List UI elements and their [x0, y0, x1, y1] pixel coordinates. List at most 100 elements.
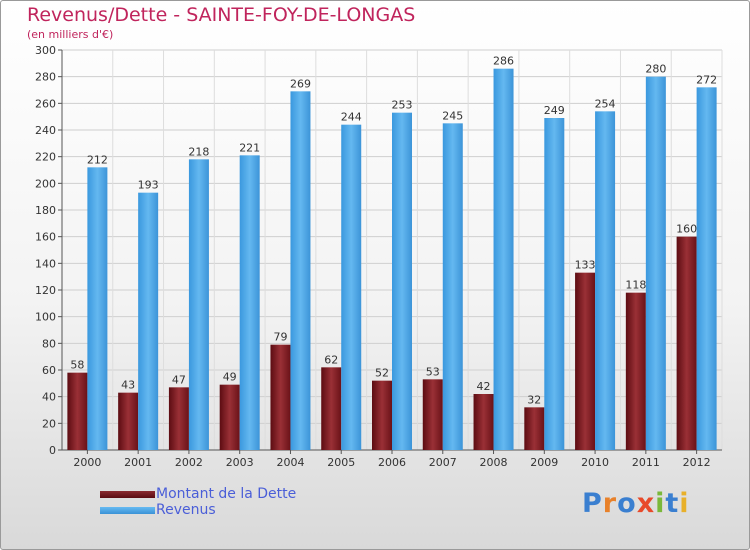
bar-revenus [442, 123, 463, 450]
logo-letter: i [679, 488, 690, 519]
bar-revenus [493, 68, 514, 451]
logo-letter: i [655, 488, 666, 519]
y-tick-label: 220 [35, 151, 56, 164]
bar-dette [625, 292, 646, 450]
bar-dette [575, 272, 596, 450]
bar-dette [422, 379, 443, 450]
bar-revenus [544, 118, 565, 450]
bar-revenus [645, 76, 666, 451]
data-label: 62 [324, 353, 338, 366]
data-label: 53 [426, 365, 440, 378]
data-label: 218 [188, 145, 209, 158]
bar-revenus [138, 192, 159, 450]
logo-letter: P [582, 488, 603, 519]
y-tick-label: 100 [35, 311, 56, 324]
data-label: 280 [645, 63, 666, 76]
legend-label-dette: Montant de la Dette [156, 486, 297, 502]
data-label: 58 [70, 359, 84, 372]
legend-swatch-dette [100, 491, 155, 498]
bar-dette [270, 344, 291, 450]
logo-letter: o [617, 488, 637, 519]
legend-swatch-revenus [100, 507, 155, 514]
bar-dette [524, 407, 545, 450]
bar-revenus [188, 159, 209, 451]
y-tick-label: 160 [35, 231, 56, 244]
x-tick-label: 2002 [175, 456, 203, 469]
x-tick-label: 2010 [581, 456, 609, 469]
x-tick-label: 2000 [73, 456, 101, 469]
data-label: 253 [392, 99, 413, 112]
bar-revenus [290, 91, 311, 450]
x-tick-label: 2011 [632, 456, 660, 469]
x-tick-label: 2001 [124, 456, 152, 469]
data-label: 286 [493, 55, 514, 68]
y-tick-label: 300 [35, 44, 56, 57]
y-tick-label: 0 [49, 444, 56, 457]
logo-letter: x [636, 488, 656, 519]
data-label: 133 [575, 259, 596, 272]
x-tick-label: 2008 [480, 456, 508, 469]
data-label: 269 [290, 77, 311, 90]
proxiti-logo: Proxiti [582, 488, 690, 519]
bar-dette [676, 236, 697, 450]
x-tick-label: 2007 [429, 456, 457, 469]
data-label: 32 [527, 393, 541, 406]
y-tick-label: 180 [35, 204, 56, 217]
data-label: 254 [595, 97, 616, 110]
bar-dette [321, 367, 342, 450]
data-label: 212 [87, 153, 108, 166]
axes: 0 20 40 60 80 100 120 140 160 180 200 220 240 260 280 3… [35, 44, 722, 469]
logo-letter: t [665, 488, 680, 519]
bar-dette [219, 384, 240, 450]
data-label: 245 [442, 109, 463, 122]
data-label: 160 [676, 223, 697, 236]
y-tick-label: 280 [35, 71, 56, 84]
x-tick-label: 2005 [327, 456, 355, 469]
y-tick-label: 80 [42, 337, 56, 350]
bar-dette [473, 394, 494, 450]
chart-title: Revenus/Dette - SAINTE-FOY-DE-LONGAS [27, 4, 416, 26]
bar-dette [168, 387, 189, 450]
y-tick-label: 200 [35, 177, 56, 190]
data-label: 249 [544, 104, 565, 117]
bar-revenus [696, 87, 717, 450]
logo-letter: r [602, 488, 618, 519]
data-label: 244 [341, 111, 362, 124]
y-tick-label: 240 [35, 124, 56, 137]
data-label: 43 [121, 379, 135, 392]
data-label: 118 [625, 279, 646, 292]
bar-revenus [595, 111, 616, 450]
bar-revenus [239, 155, 260, 451]
bar-dette [118, 392, 139, 450]
x-tick-label: 2009 [530, 456, 558, 469]
bar-dette [67, 372, 88, 450]
y-tick-label: 60 [42, 364, 56, 377]
data-label: 42 [477, 380, 491, 393]
data-labels: 58 212 43 193 47 218 49 221 79 269 62 244 52 253 53 245… [70, 55, 717, 407]
bar-revenus [341, 124, 362, 451]
bar-revenus [392, 112, 412, 451]
data-label: 52 [375, 367, 389, 380]
y-tick-label: 260 [35, 97, 56, 110]
y-tick-label: 120 [35, 284, 56, 297]
data-label: 272 [696, 73, 717, 86]
bars [67, 68, 717, 451]
bar-dette [372, 380, 392, 450]
chart-unit-subtitle: (en milliers d'€) [27, 28, 114, 41]
data-label: 47 [172, 373, 186, 386]
data-label: 221 [239, 141, 260, 154]
x-tick-label: 2006 [378, 456, 406, 469]
data-label: 79 [273, 331, 287, 344]
legend-label-revenus: Revenus [156, 502, 216, 518]
x-tick-label: 2004 [276, 456, 304, 469]
data-label: 193 [138, 179, 159, 192]
y-tick-label: 40 [42, 391, 56, 404]
y-tick-label: 20 [42, 417, 56, 430]
y-tick-label: 140 [35, 257, 56, 270]
x-tick-label: 2012 [683, 456, 711, 469]
x-tick-label: 2003 [226, 456, 254, 469]
bar-revenus [87, 167, 108, 451]
data-label: 49 [223, 371, 237, 384]
